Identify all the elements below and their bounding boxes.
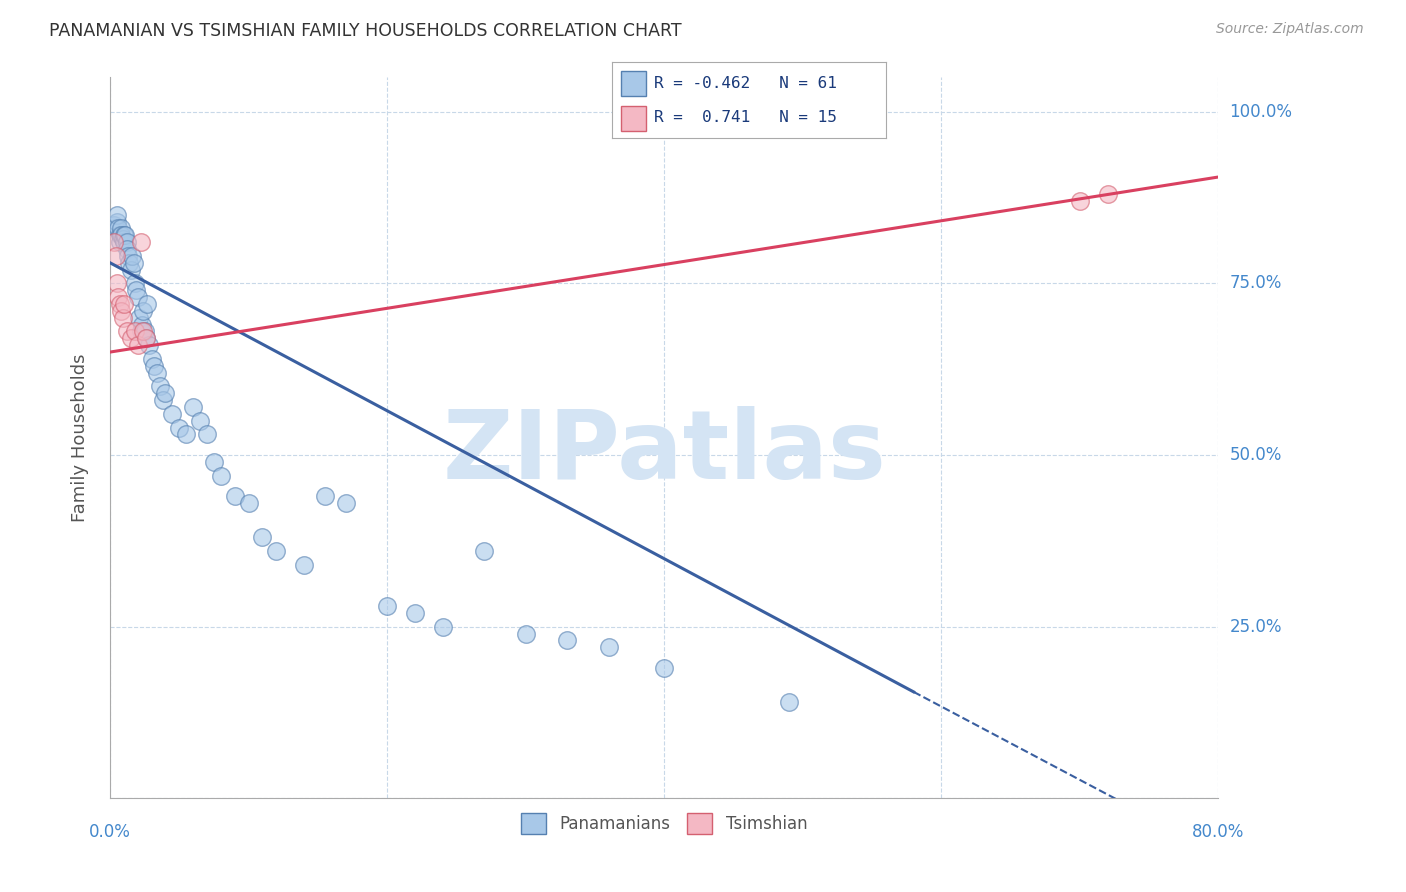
Point [778,695,800,709]
Point [118,256,141,270]
Point [129,235,152,250]
Point [108,235,131,250]
Y-axis label: Family Households: Family Households [72,353,89,522]
Point [146,366,169,380]
Point [105,214,128,228]
Point [135,331,157,345]
Point [181,400,204,414]
Text: 25.0%: 25.0% [1230,617,1282,636]
Point [120,262,142,277]
Point [121,249,143,263]
Point [138,338,160,352]
Point [292,558,315,572]
Point [108,228,131,243]
Point [115,242,138,256]
Point [335,496,357,510]
Point [209,468,232,483]
Point [238,496,260,510]
Point [375,599,398,613]
Point [143,359,166,373]
Point [135,331,157,345]
Point [122,256,145,270]
Text: R = -0.462   N = 61: R = -0.462 N = 61 [654,76,837,91]
Point [266,544,288,558]
Text: ZIPatlas: ZIPatlas [443,406,886,499]
Point [110,228,132,243]
Point [141,351,163,366]
Point [149,379,172,393]
Point [134,325,156,339]
Point [111,310,134,325]
Point [131,318,153,332]
Point [1097,187,1119,202]
Text: PANAMANIAN VS TSIMSHIAN FAMILY HOUSEHOLDS CORRELATION CHART: PANAMANIAN VS TSIMSHIAN FAMILY HOUSEHOLD… [49,22,682,40]
Text: 0.0%: 0.0% [89,823,131,841]
Point [515,626,537,640]
Point [103,218,125,232]
Point [108,297,131,311]
Point [124,325,146,339]
Point [132,304,155,318]
Point [432,620,454,634]
Text: 50.0%: 50.0% [1230,446,1282,464]
Bar [621,70,645,95]
Point [174,427,197,442]
Point [127,338,149,352]
Point [128,310,150,325]
Point [111,232,134,246]
Point [224,489,246,503]
Point [188,414,211,428]
Point [1069,194,1091,208]
Point [129,325,152,339]
Point [105,277,128,291]
Point [115,235,138,250]
Point [112,235,135,250]
Point [652,661,675,675]
Point [162,407,184,421]
Point [152,393,174,408]
Text: R =  0.741   N = 15: R = 0.741 N = 15 [654,110,837,125]
Text: Source: ZipAtlas.com: Source: ZipAtlas.com [1216,22,1364,37]
Point [107,221,129,235]
Point [555,633,578,648]
Point [105,208,128,222]
Point [472,544,495,558]
Point [252,531,274,545]
Point [136,297,159,311]
Text: 75.0%: 75.0% [1230,275,1282,293]
Point [107,290,129,304]
Point [132,325,155,339]
Point [314,489,336,503]
Point [104,221,127,235]
Point [117,249,139,263]
Point [110,221,132,235]
Point [103,235,125,250]
Point [124,277,146,291]
Point [112,297,135,311]
Point [195,427,218,442]
Point [112,228,135,243]
Point [202,455,225,469]
Legend: Panamanians, Tsimshian: Panamanians, Tsimshian [515,806,814,840]
Point [125,283,148,297]
Point [598,640,620,655]
Bar [621,105,645,130]
Point [115,325,138,339]
Point [404,606,426,620]
Point [114,228,136,243]
Point [169,420,191,434]
Text: 80.0%: 80.0% [1192,823,1244,841]
Point [120,331,142,345]
Point [127,290,149,304]
Text: 100.0%: 100.0% [1230,103,1292,120]
Point [104,249,127,263]
Point [110,304,132,318]
Point [155,386,177,401]
